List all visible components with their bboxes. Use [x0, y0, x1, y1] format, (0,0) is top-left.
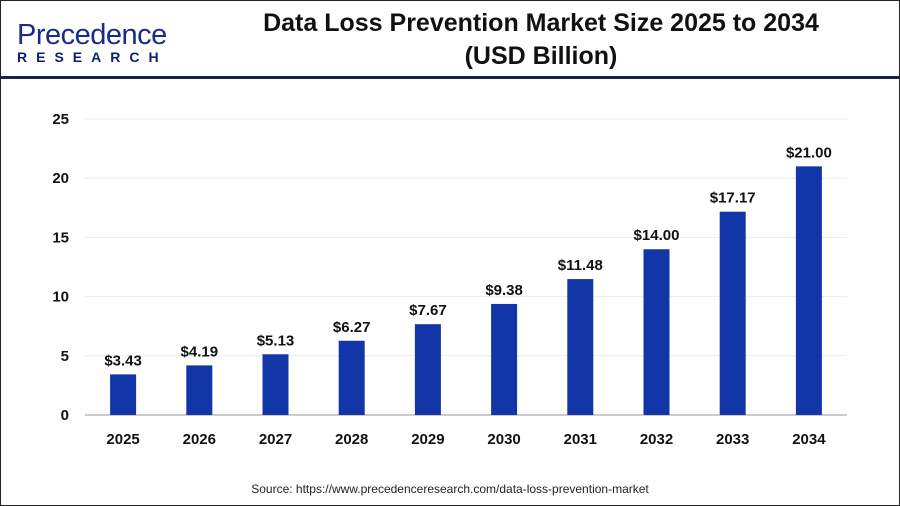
bar [643, 249, 670, 415]
data-label: $7.67 [409, 302, 447, 319]
bar [262, 354, 289, 415]
x-tick-label: 2029 [411, 431, 444, 448]
bar [491, 303, 518, 415]
chart-title: Data Loss Prevention Market Size 2025 to… [221, 7, 861, 73]
bar [795, 166, 822, 415]
x-tick-label: 2033 [716, 431, 749, 448]
data-label: $14.00 [634, 227, 680, 244]
y-tick-label: 0 [61, 407, 69, 424]
data-label: $4.19 [181, 343, 219, 360]
x-tick-label: 2025 [106, 431, 139, 448]
data-label: $6.27 [333, 319, 371, 336]
x-tick-label: 2026 [183, 431, 216, 448]
y-tick-label: 5 [61, 348, 69, 365]
bar [414, 324, 441, 415]
data-label: $11.48 [558, 257, 603, 274]
x-tick-label: 2031 [564, 431, 597, 448]
bar [338, 340, 365, 415]
bar [110, 374, 137, 415]
data-label: $5.13 [257, 332, 295, 349]
logo-text-top: Precedence [17, 19, 167, 51]
x-tick-label: 2034 [792, 431, 826, 448]
bar [567, 279, 594, 415]
title-line-1: Data Loss Prevention Market Size 2025 to… [263, 9, 819, 37]
data-label: $17.17 [710, 190, 756, 207]
data-label: $9.38 [485, 282, 523, 299]
data-label: $21.00 [786, 144, 832, 161]
x-tick-label: 2032 [640, 431, 673, 448]
x-tick-label: 2030 [487, 431, 520, 448]
source-text: Source: https://www.precedenceresearch.c… [251, 482, 649, 496]
y-tick-label: 20 [52, 170, 69, 187]
y-tick-label: 25 [52, 111, 69, 128]
y-tick-label: 15 [52, 229, 69, 246]
data-label: $3.43 [104, 352, 142, 369]
header: Precedence RESEARCH Data Loss Prevention… [1, 1, 899, 79]
bar [719, 211, 746, 415]
x-tick-label: 2027 [259, 431, 292, 448]
logo-text-bottom: RESEARCH [17, 49, 168, 65]
x-tick-label: 2028 [335, 431, 368, 448]
title-line-2: (USD Billion) [464, 42, 618, 70]
bar [186, 365, 213, 415]
y-tick-label: 10 [52, 289, 69, 306]
logo: Precedence RESEARCH [17, 19, 168, 66]
